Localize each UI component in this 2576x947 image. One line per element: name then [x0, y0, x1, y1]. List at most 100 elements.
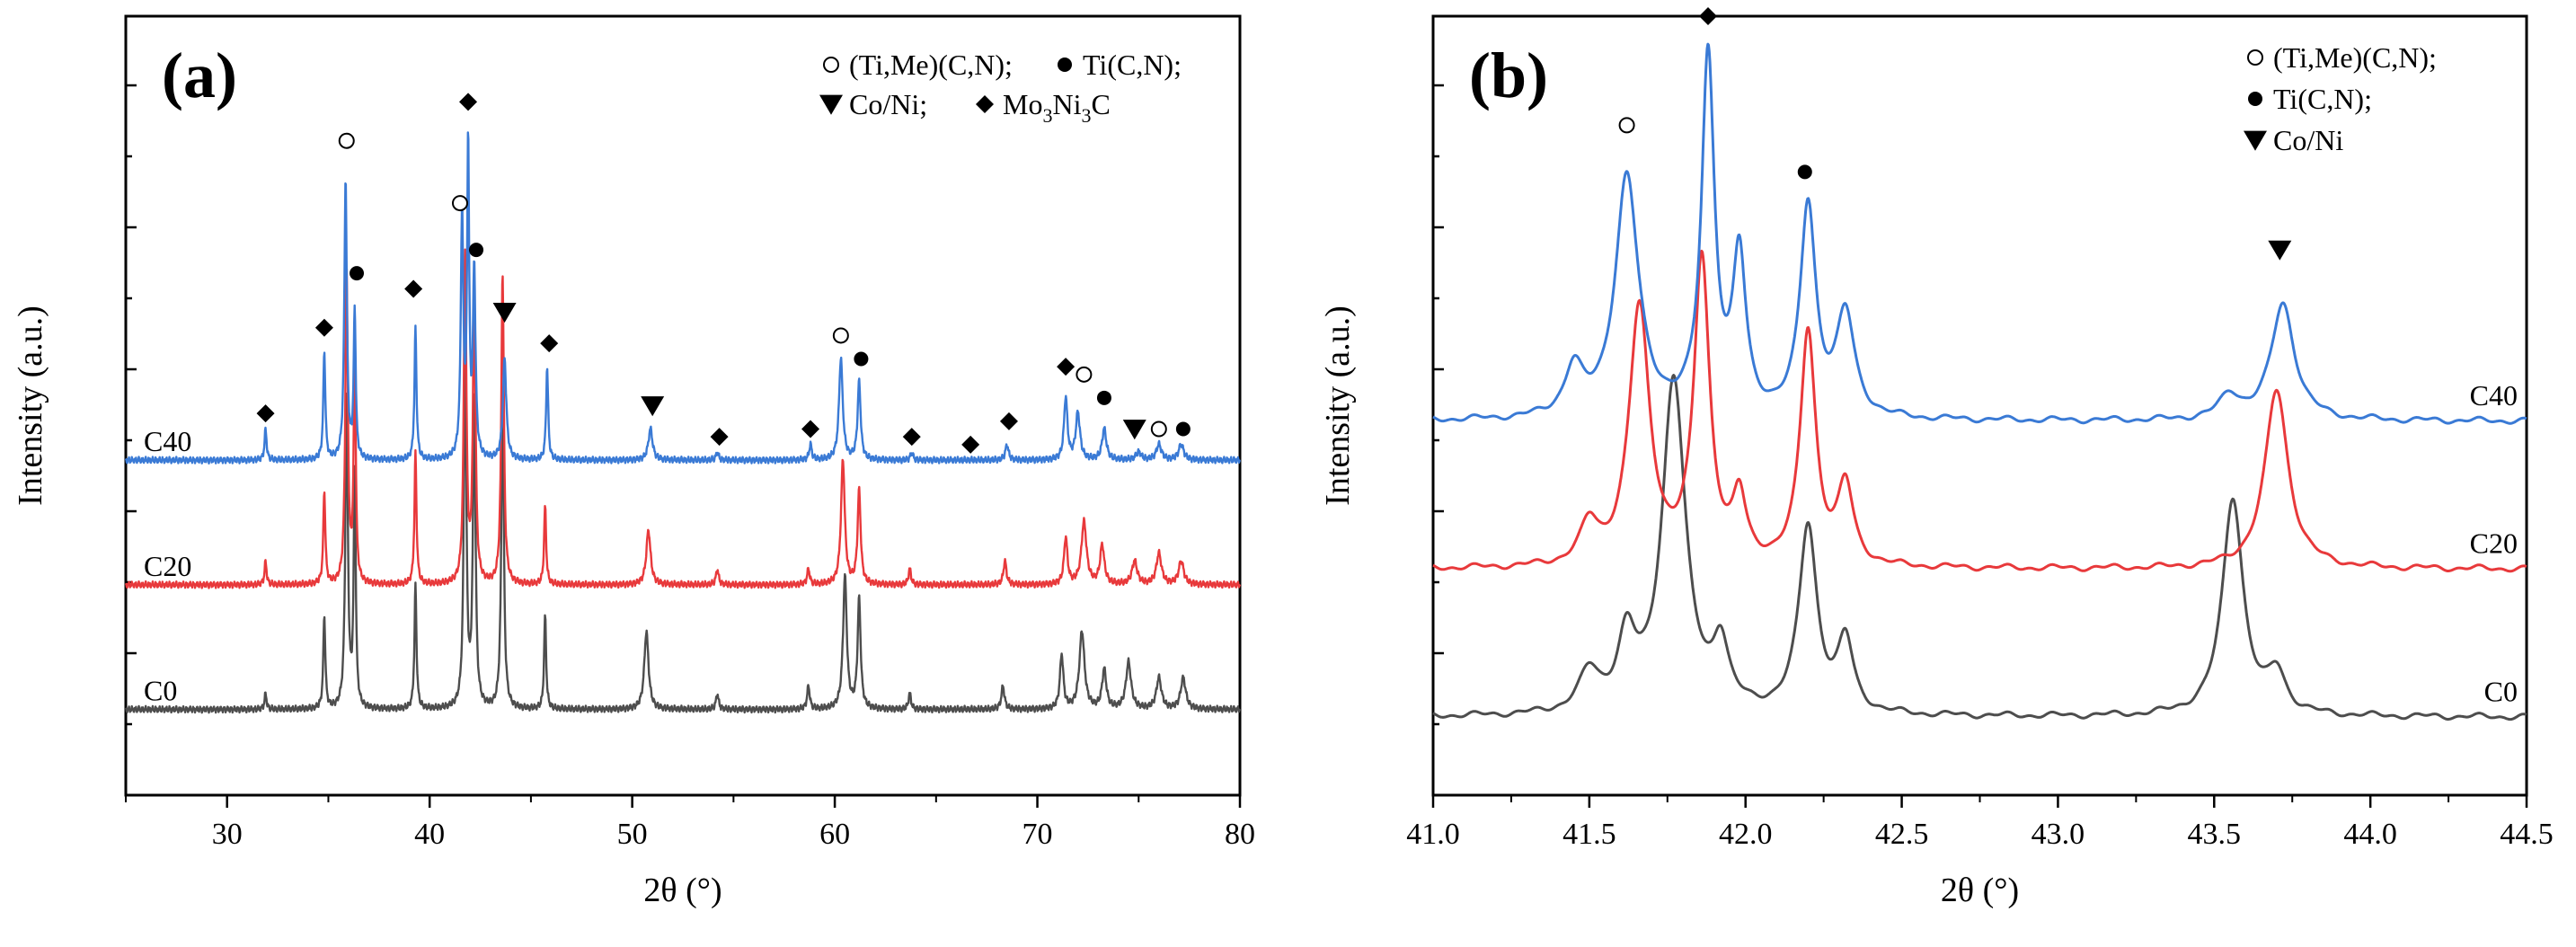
- x-tick-label: 42.5: [1875, 818, 1929, 851]
- peak-marker-open-circle-icon: [452, 195, 468, 212]
- series-line-c20: [124, 248, 1242, 589]
- x-tick-label: 50: [617, 818, 648, 851]
- panel-b-x-axis-title: 2θ (°): [1941, 872, 2019, 909]
- peak-marker-diamond-icon: [999, 412, 1018, 430]
- panel-b-x-ticks: 41.0 41.5 42.0 42.5 43.0 43.5 44.0 44.5: [1406, 795, 2554, 851]
- peak-marker-filled-circle-icon: [1797, 164, 1812, 180]
- legend-item-mo3ni3c: Mo3Ni3C: [976, 88, 1111, 127]
- x-tick-label: 30: [212, 818, 243, 851]
- legend-item-ti-me-cn: (Ti,Me)(C,N);: [2247, 41, 2437, 74]
- panel-b: 41.0 41.5 42.0 42.5 43.0 43.5 44.0 44.5 C0 C20 C4…: [1319, 7, 2554, 909]
- panel-b-frame: [1431, 14, 2528, 797]
- peak-marker-diamond-icon: [1698, 7, 1717, 25]
- legend-sub-3a: 3: [1042, 104, 1052, 127]
- peak-marker-open-circle-icon: [338, 132, 355, 149]
- peak-marker-filled-circle-icon: [1175, 421, 1191, 437]
- peak-marker-diamond-icon: [540, 334, 559, 353]
- panel-a-x-ticks: 30 40 50 60 70 80: [125, 795, 1255, 851]
- x-tick-label: 44.5: [2500, 818, 2554, 851]
- peak-marker-diamond-icon: [902, 428, 921, 447]
- series-line-c40: [1432, 42, 2527, 425]
- panel-a-label: (a): [162, 40, 237, 111]
- legend-label-co-ni: Co/Ni: [2273, 124, 2343, 156]
- peak-marker-diamond-icon: [801, 420, 820, 438]
- peak-marker-down-triangle-icon: [1122, 420, 1146, 440]
- panel-b-label: (b): [1469, 40, 1548, 111]
- legend-item-co-ni: Co/Ni;: [819, 88, 927, 120]
- series-line-c20: [1432, 249, 2527, 573]
- peak-marker-open-circle-icon: [1150, 420, 1167, 438]
- x-tick-label: 70: [1022, 818, 1053, 851]
- legend-mo: Mo: [1003, 88, 1042, 120]
- open-circle-icon: [2247, 49, 2263, 66]
- sample-label-c20: C20: [144, 550, 191, 582]
- sample-label-c0: C0: [144, 675, 177, 707]
- peak-marker-diamond-icon: [1057, 358, 1076, 376]
- legend-item-ti-me-cn: (Ti,Me)(C,N);: [823, 49, 1013, 81]
- sample-label-c40: C40: [144, 425, 191, 457]
- peak-marker-diamond-icon: [314, 318, 333, 337]
- panel-a-frame: [124, 14, 1242, 797]
- filled-circle-icon: [2248, 92, 2262, 106]
- x-tick-label: 43.5: [2188, 818, 2242, 851]
- panel-a-markers: [256, 93, 1191, 454]
- sample-label-c0: C0: [2484, 675, 2518, 707]
- panel-a-y-ticks: [126, 84, 137, 726]
- panel-a: 30 40 50 60 70 80 C0 C20 C40 (a) 2θ (°) Intensi…: [12, 14, 1255, 909]
- panel-a-sample-labels: C0 C20 C40: [144, 425, 191, 706]
- peak-marker-diamond-icon: [256, 404, 275, 423]
- panel-b-markers: [1618, 7, 2292, 261]
- peak-marker-diamond-icon: [710, 428, 729, 447]
- legend-label-ti-cn: Ti(C,N);: [2273, 83, 2372, 115]
- peak-marker-open-circle-icon: [832, 327, 849, 344]
- legend-c: C: [1091, 88, 1110, 120]
- peak-marker-filled-circle-icon: [350, 266, 365, 281]
- x-tick-label: 42.0: [1719, 818, 1773, 851]
- x-tick-label: 80: [1225, 818, 1255, 851]
- peak-marker-filled-circle-icon: [469, 243, 484, 258]
- down-triangle-icon: [2244, 130, 2267, 151]
- series-line-c40: [124, 131, 1242, 465]
- legend-item-ti-cn: Ti(C,N);: [2248, 83, 2372, 115]
- legend-ni: Ni: [1052, 88, 1081, 120]
- panel-a-series: [124, 131, 1242, 714]
- legend-label-ti-me-cn: (Ti,Me)(C,N);: [849, 49, 1013, 81]
- series-line-c0: [124, 349, 1242, 714]
- down-triangle-icon: [819, 94, 843, 115]
- legend-label-ti-cn: Ti(C,N);: [1083, 49, 1182, 81]
- panel-b-legend: (Ti,Me)(C,N); Ti(C,N); Co/Ni: [2244, 41, 2437, 156]
- x-tick-label: 40: [414, 818, 445, 851]
- legend-item-co-ni: Co/Ni: [2244, 124, 2343, 156]
- panel-b-sample-labels: C0 C20 C40: [2470, 379, 2518, 707]
- peak-marker-filled-circle-icon: [1096, 390, 1111, 405]
- legend-label-ti-me-cn: (Ti,Me)(C,N);: [2273, 41, 2437, 74]
- peak-marker-diamond-icon: [404, 279, 423, 298]
- panel-b-y-ticks: [1433, 84, 1444, 726]
- sample-label-c20: C20: [2470, 527, 2518, 560]
- panel-b-y-axis-title: Intensity (a.u.): [1319, 305, 1357, 506]
- peak-marker-down-triangle-icon: [2268, 240, 2292, 261]
- filled-circle-icon: [1058, 58, 1072, 72]
- peak-marker-down-triangle-icon: [641, 396, 665, 417]
- panel-a-x-axis-title: 2θ (°): [643, 872, 721, 909]
- x-tick-label: 41.5: [1562, 818, 1616, 851]
- peak-marker-diamond-icon: [961, 435, 980, 454]
- series-line-c0: [1432, 374, 2527, 721]
- peak-marker-open-circle-icon: [1618, 117, 1635, 134]
- peak-marker-filled-circle-icon: [854, 351, 869, 367]
- legend-label-mo3ni3c: Mo3Ni3C: [1003, 88, 1111, 127]
- peak-marker-down-triangle-icon: [492, 303, 517, 323]
- x-tick-label: 41.0: [1406, 818, 1460, 851]
- legend-sub-3b: 3: [1081, 104, 1091, 127]
- x-tick-label: 60: [819, 818, 850, 851]
- legend-item-ti-cn: Ti(C,N);: [1058, 49, 1182, 81]
- x-tick-label: 44.0: [2343, 818, 2397, 851]
- panel-a-y-axis-title: Intensity (a.u.): [12, 305, 49, 506]
- diamond-icon: [976, 95, 994, 113]
- sample-label-c40: C40: [2470, 379, 2518, 412]
- peak-marker-diamond-icon: [459, 93, 478, 111]
- open-circle-icon: [823, 57, 839, 73]
- panel-b-series: [1432, 42, 2527, 721]
